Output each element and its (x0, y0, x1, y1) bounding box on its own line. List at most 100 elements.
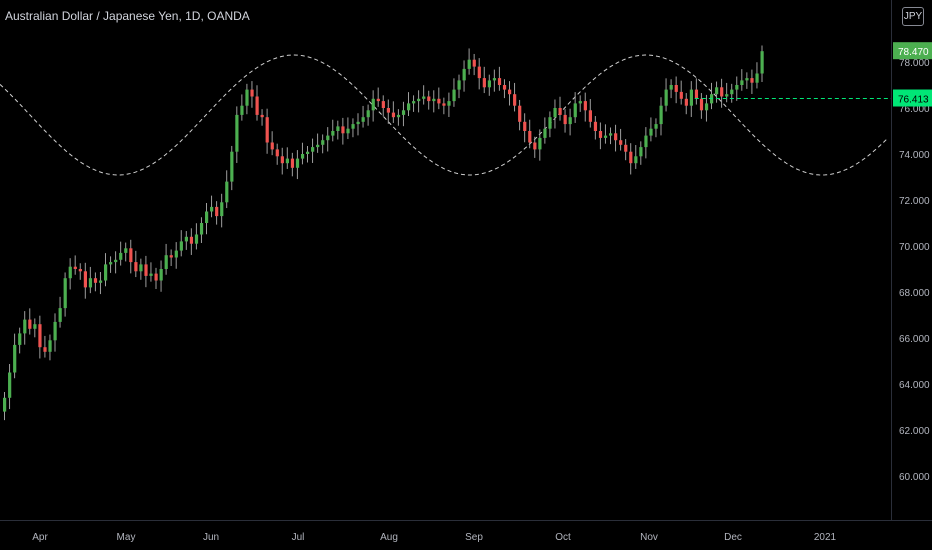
candle-body (371, 98, 375, 111)
candle-body (33, 324, 37, 329)
x-tick-label: Sep (465, 532, 483, 543)
candle (381, 95, 385, 117)
candle-body (270, 142, 274, 150)
candle-body (598, 131, 603, 138)
candle (93, 272, 98, 292)
candle-body (497, 78, 502, 85)
candle (13, 333, 17, 379)
candle (275, 143, 279, 165)
candle (422, 85, 426, 105)
candle (179, 230, 183, 257)
candle-body (518, 105, 522, 122)
candle-body (53, 321, 57, 341)
x-tick-label: 2021 (814, 532, 837, 543)
candle-body (346, 128, 350, 134)
cycle-curve (0, 54, 889, 176)
y-axis[interactable]: 60.000 62.000 64.000 66.000 68.000 70.000 72.0… (899, 58, 930, 483)
candle (184, 231, 188, 250)
candle-body (487, 80, 491, 88)
candle (396, 109, 401, 126)
candle (149, 262, 153, 282)
candle-body (401, 110, 406, 115)
candle-body (715, 87, 719, 95)
x-tick-label: Dec (724, 532, 742, 543)
currency-button[interactable]: JPY (902, 7, 924, 26)
candle (63, 272, 67, 317)
candle (311, 138, 315, 163)
candle (578, 95, 582, 112)
candle-body (260, 114, 264, 118)
candle (73, 255, 77, 275)
candle-body (63, 278, 67, 309)
candle-body (462, 68, 466, 81)
candle-body (619, 140, 623, 145)
candle-body (760, 51, 764, 74)
candle-body (295, 158, 300, 168)
candle (356, 113, 360, 136)
candle-body (8, 372, 12, 398)
candle (715, 81, 719, 103)
candle (518, 99, 522, 131)
candle-body (341, 126, 345, 134)
candle (659, 97, 663, 136)
candle-body (381, 101, 385, 108)
y-tick-label: 60.000 (899, 472, 930, 483)
candle (316, 133, 320, 153)
candle-body (720, 87, 724, 97)
x-tick-label: Apr (32, 532, 48, 543)
candle-body (93, 278, 98, 283)
candle (720, 78, 724, 108)
candle-body (169, 255, 173, 258)
candle-body (573, 103, 577, 118)
candle (28, 308, 32, 335)
candle-body (452, 89, 456, 102)
candle (366, 104, 370, 126)
candle (270, 131, 274, 156)
candle-body (467, 59, 471, 69)
candle-body (43, 347, 47, 352)
candle-body (391, 112, 396, 118)
candle (553, 99, 557, 129)
candle (331, 119, 335, 142)
candle (619, 128, 623, 151)
candle (295, 150, 300, 180)
candle (432, 90, 436, 113)
candle (134, 250, 138, 278)
candle-body (609, 133, 613, 136)
candle-body (189, 236, 194, 244)
candle (391, 101, 396, 123)
candle-body (225, 181, 229, 203)
candle (573, 92, 577, 123)
candle (371, 90, 375, 122)
candle (689, 81, 693, 117)
candle (467, 48, 471, 75)
candle-body (396, 114, 401, 118)
candle-body (58, 308, 62, 322)
candle (174, 242, 178, 269)
candle-body (477, 66, 481, 79)
candle (740, 69, 744, 91)
y-tick-label: 68.000 (899, 288, 930, 299)
y-tick-label: 66.000 (899, 334, 930, 345)
last-price-label: 78.470 (898, 47, 929, 58)
candle (144, 255, 148, 288)
candle (583, 92, 587, 122)
x-axis[interactable]: Apr May Jun Jul Aug Sep Oct Nov Dec 2021 (32, 532, 836, 543)
candle (588, 99, 592, 128)
candle-body (68, 266, 72, 279)
last-price-tag (893, 42, 932, 60)
candle (38, 315, 42, 359)
candle (43, 335, 47, 358)
candle (669, 79, 673, 99)
candle-body (331, 131, 335, 136)
candle (725, 82, 729, 103)
candle-body (558, 108, 562, 115)
candle-body (750, 78, 754, 83)
candle-body (119, 252, 123, 260)
candle (558, 96, 562, 121)
candle (265, 108, 269, 154)
candle-body (240, 105, 244, 115)
candle-body (109, 262, 113, 265)
candle (401, 101, 406, 127)
